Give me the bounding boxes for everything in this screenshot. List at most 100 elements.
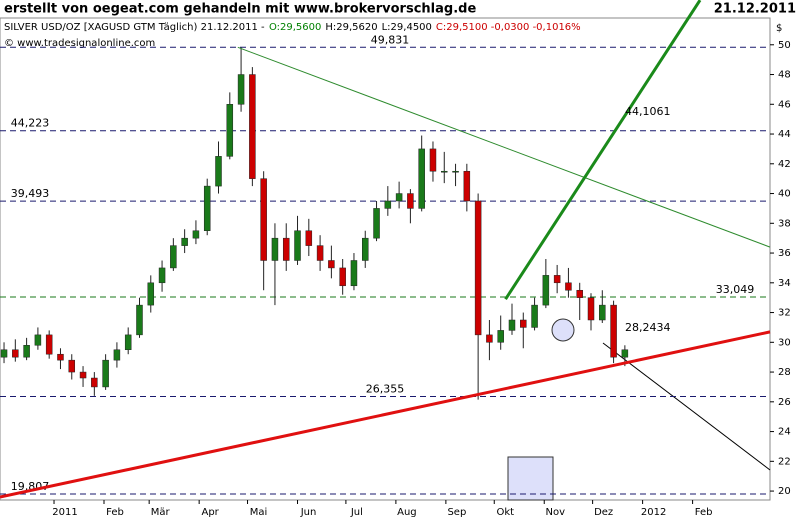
candle-body bbox=[497, 330, 504, 343]
candle-body bbox=[158, 267, 166, 284]
level-label: 33,049 bbox=[716, 283, 755, 296]
candle-body bbox=[249, 74, 256, 179]
x-tick-label: 2011 bbox=[52, 507, 77, 518]
candle-body bbox=[474, 200, 482, 336]
y-tick-label: 38 bbox=[778, 218, 791, 229]
candle-body bbox=[508, 319, 516, 331]
trendline-label: 28,2434 bbox=[625, 321, 671, 334]
candle-body bbox=[147, 282, 155, 306]
y-tick-label: 48 bbox=[778, 70, 791, 81]
trendline bbox=[504, 0, 702, 300]
candle-body bbox=[328, 260, 335, 269]
x-tick-label: Okt bbox=[496, 507, 514, 518]
level-label: 26,355 bbox=[366, 383, 405, 396]
candle-body bbox=[203, 185, 211, 231]
candle-body bbox=[260, 178, 267, 261]
candle-body bbox=[124, 334, 132, 350]
x-tick-label: Sep bbox=[447, 507, 466, 518]
y-tick-label: 40 bbox=[778, 189, 791, 200]
candle-body bbox=[294, 230, 301, 261]
candle-body bbox=[373, 208, 380, 239]
candle-body bbox=[316, 245, 324, 261]
candle-body bbox=[429, 148, 437, 172]
candle-body bbox=[12, 349, 19, 358]
candle-body bbox=[610, 304, 617, 358]
drawing-circle bbox=[551, 318, 575, 342]
drawing-box bbox=[507, 456, 554, 501]
level-label: 44,223 bbox=[11, 117, 50, 130]
y-tick-label: 46 bbox=[778, 99, 791, 110]
candle-body bbox=[531, 304, 538, 328]
y-tick-label: 32 bbox=[778, 308, 791, 319]
y-tick-label: 50 bbox=[778, 40, 791, 51]
copyright: © www.tradesignalonline.com bbox=[4, 38, 155, 49]
x-tick-label: Mai bbox=[250, 507, 268, 518]
y-tick-label: 28 bbox=[778, 367, 791, 378]
candle-body bbox=[170, 245, 177, 269]
candle-body bbox=[282, 237, 290, 261]
candle-body bbox=[57, 353, 64, 361]
candle-body bbox=[384, 200, 392, 209]
candle-body bbox=[79, 371, 87, 379]
candle-body bbox=[542, 275, 550, 306]
candle-body bbox=[407, 193, 414, 209]
trendline bbox=[0, 330, 771, 499]
candle-body bbox=[237, 74, 245, 105]
candle-body bbox=[34, 334, 42, 346]
y-tick-label: 34 bbox=[778, 278, 791, 289]
candle-body bbox=[599, 304, 606, 321]
info-part: H:29,5620 bbox=[325, 22, 377, 33]
info-part: L:29,4500 bbox=[382, 22, 432, 33]
y-tick-label: 20 bbox=[778, 486, 791, 497]
level-label: 39,493 bbox=[11, 187, 50, 200]
level-label: 49,831 bbox=[371, 33, 410, 46]
candle-body bbox=[23, 345, 30, 358]
candle-body bbox=[102, 359, 109, 388]
x-tick-label: Mär bbox=[151, 507, 171, 518]
candle-body bbox=[68, 359, 76, 373]
candle-body bbox=[113, 349, 121, 361]
x-tick-label: Feb bbox=[695, 507, 713, 518]
x-tick-label: Dez bbox=[594, 507, 613, 518]
y-tick-label: 26 bbox=[778, 397, 791, 408]
candle-body bbox=[576, 289, 583, 298]
candle-body bbox=[91, 377, 98, 388]
y-unit: $ bbox=[776, 23, 782, 34]
y-tick-label: 44 bbox=[778, 129, 791, 140]
candle-body bbox=[463, 170, 471, 202]
candle-body bbox=[418, 148, 425, 209]
trendline bbox=[237, 46, 771, 248]
candle-body bbox=[305, 230, 313, 246]
candle-body bbox=[520, 319, 527, 328]
candle-body bbox=[621, 349, 629, 358]
y-tick-label: 22 bbox=[778, 456, 791, 467]
trendline-label: 44,1061 bbox=[625, 105, 671, 118]
candle-body bbox=[226, 104, 234, 157]
drawing-line bbox=[602, 342, 771, 471]
candle-body bbox=[587, 297, 595, 321]
candle-body bbox=[136, 304, 143, 336]
candle-body bbox=[441, 170, 448, 173]
x-tick-label: Nov bbox=[545, 507, 565, 518]
date: 21.12.2011 bbox=[714, 2, 796, 17]
plot-frame bbox=[0, 17, 771, 501]
y-tick-label: 36 bbox=[778, 248, 791, 259]
info-line: SILVER USD/OZ [XAGUSD GTM Täglich) 21.12… bbox=[4, 22, 581, 33]
candle-body bbox=[553, 275, 561, 284]
candle-body bbox=[565, 282, 572, 291]
candle-body bbox=[215, 156, 222, 187]
header: erstellt von oegeat.com gehandeln mit ww… bbox=[4, 2, 476, 17]
info-part: C:29,5100 -0,0300 -0,1016% bbox=[436, 22, 581, 33]
info-part: O:29,5600 bbox=[269, 22, 321, 33]
y-tick-label: 42 bbox=[778, 159, 791, 170]
x-tick-label: Jun bbox=[300, 507, 317, 518]
candle-body bbox=[395, 193, 403, 202]
candle-body bbox=[486, 334, 493, 343]
candle-body bbox=[181, 237, 188, 246]
candle-body bbox=[339, 267, 346, 287]
y-tick-label: 30 bbox=[778, 337, 791, 348]
x-tick-label: 2012 bbox=[641, 507, 666, 518]
x-tick-label: Feb bbox=[106, 507, 124, 518]
